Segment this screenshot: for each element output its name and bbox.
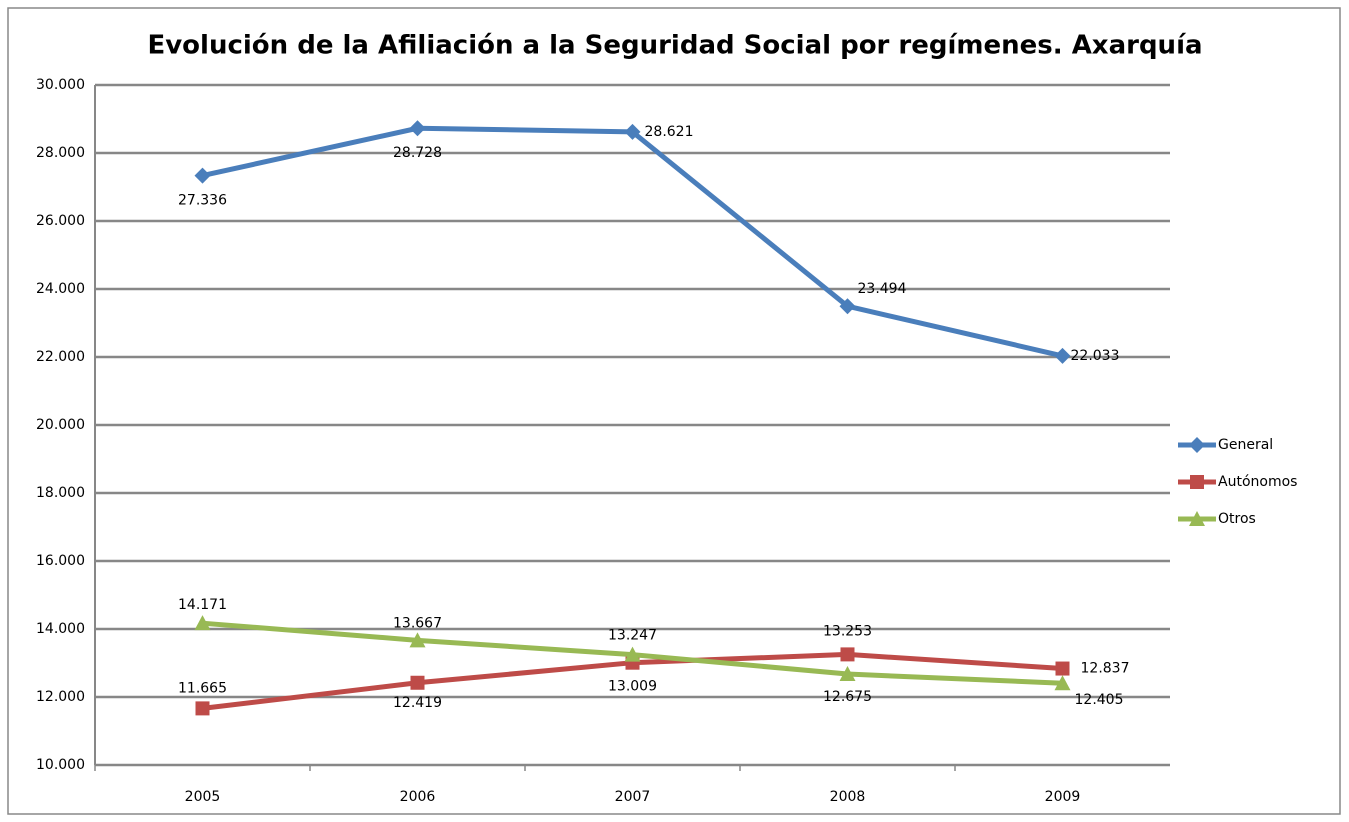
y-tick-label: 28.000 bbox=[36, 145, 85, 161]
y-tick-label: 20.000 bbox=[36, 417, 85, 433]
data-label: 12.837 bbox=[1081, 661, 1130, 677]
legend-label: Autónomos bbox=[1218, 474, 1297, 490]
marker bbox=[1054, 347, 1071, 364]
y-tick-label: 24.000 bbox=[36, 281, 85, 297]
data-label: 13.253 bbox=[823, 623, 872, 639]
marker bbox=[194, 615, 211, 631]
data-label: 12.419 bbox=[393, 695, 442, 711]
data-label: 12.405 bbox=[1075, 692, 1124, 708]
data-label: 13.247 bbox=[608, 628, 657, 644]
marker bbox=[839, 666, 856, 682]
marker bbox=[409, 632, 426, 648]
marker bbox=[1190, 475, 1204, 489]
marker bbox=[624, 646, 641, 662]
data-label: 11.665 bbox=[178, 680, 227, 696]
y-tick-label: 30.000 bbox=[36, 77, 85, 93]
marker bbox=[1189, 437, 1205, 453]
marker bbox=[1055, 661, 1070, 676]
data-label: 27.336 bbox=[178, 193, 227, 209]
data-label: 23.494 bbox=[858, 281, 907, 297]
data-label: 12.675 bbox=[823, 689, 872, 705]
x-tick-label: 2007 bbox=[615, 789, 651, 805]
y-tick-label: 26.000 bbox=[36, 213, 85, 229]
data-label: 14.171 bbox=[178, 597, 227, 613]
y-tick-label: 12.000 bbox=[36, 689, 85, 705]
marker bbox=[409, 120, 426, 137]
marker bbox=[839, 298, 856, 315]
marker bbox=[840, 647, 855, 662]
x-tick-label: 2006 bbox=[400, 789, 436, 805]
marker bbox=[1189, 511, 1205, 526]
data-label: 22.033 bbox=[1071, 348, 1120, 364]
marker bbox=[624, 123, 641, 140]
data-label: 28.728 bbox=[393, 145, 442, 161]
chart-title: Evolución de la Afiliación a la Segurida… bbox=[147, 31, 1202, 61]
data-label: 28.621 bbox=[645, 124, 694, 140]
y-tick-label: 10.000 bbox=[36, 757, 85, 773]
data-label: 13.009 bbox=[608, 679, 657, 695]
y-tick-label: 22.000 bbox=[36, 349, 85, 365]
x-tick-label: 2005 bbox=[185, 789, 221, 805]
marker bbox=[194, 167, 211, 184]
marker bbox=[195, 701, 210, 716]
marker bbox=[410, 675, 425, 690]
y-tick-label: 18.000 bbox=[36, 485, 85, 501]
y-tick-label: 14.000 bbox=[36, 621, 85, 637]
legend-label: Otros bbox=[1218, 511, 1256, 527]
marker bbox=[1054, 675, 1071, 691]
data-label: 13.667 bbox=[393, 615, 442, 631]
x-tick-label: 2009 bbox=[1045, 789, 1081, 805]
chart-frame bbox=[7, 7, 1341, 815]
x-tick-label: 2008 bbox=[830, 789, 866, 805]
y-tick-label: 16.000 bbox=[36, 553, 85, 569]
legend-label: General bbox=[1218, 437, 1273, 453]
